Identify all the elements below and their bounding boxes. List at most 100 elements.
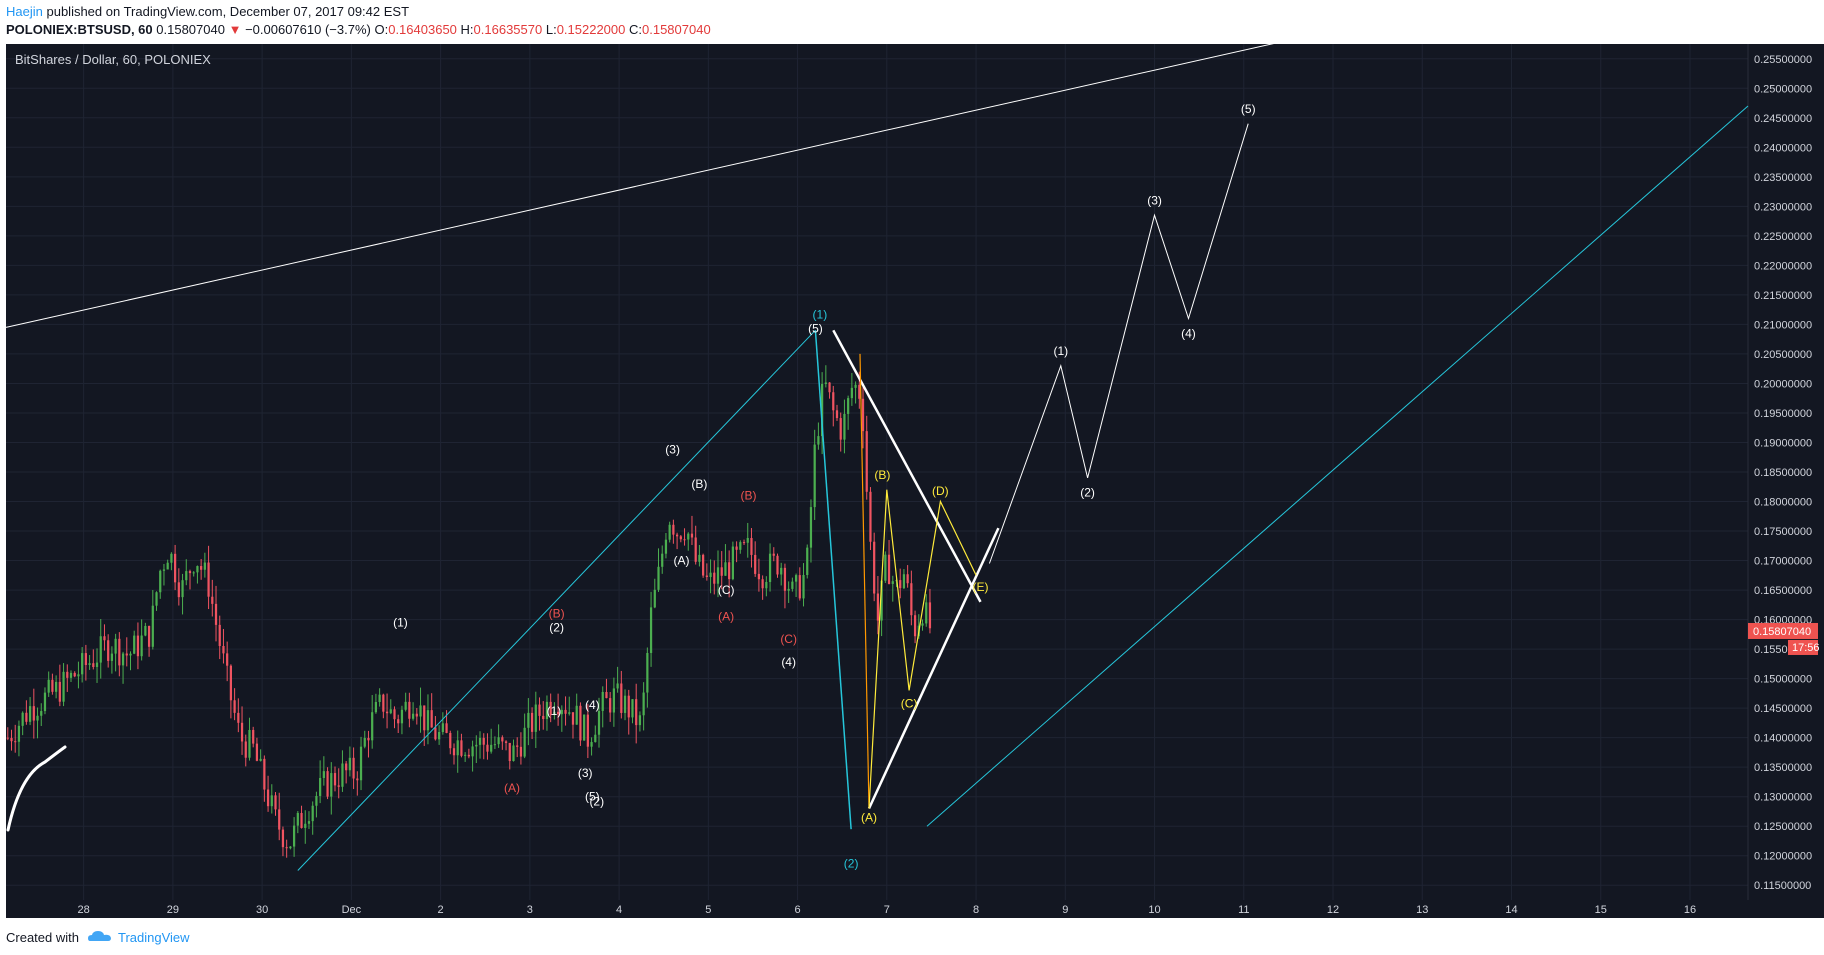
candle-body [32,706,35,721]
candle-body [107,640,110,661]
time-tick-label: 13 [1416,904,1428,916]
trendline[interactable] [988,123,1249,564]
trendline[interactable] [868,489,977,809]
candle-body [765,581,768,589]
price-chart[interactable]: 0.11500000 0.12000000 0.12500000 0.13000000… [0,0,1824,918]
candle-body [326,771,329,797]
candle-body [876,593,880,621]
candle-body [850,387,853,399]
wave-label: (3) [578,766,593,780]
candle-body [746,537,749,543]
candle-body [289,846,292,849]
candle-body [709,572,712,578]
price-tick-label: 0.24500000 [1754,113,1812,125]
candle-body [664,539,668,554]
candle-body [352,757,355,779]
trendline[interactable] [867,527,1000,810]
candle-body [642,692,645,716]
candle-body [445,723,448,733]
wave-label: (E) [973,580,989,594]
wave-label: (A) [718,610,734,624]
candle-body [835,410,839,419]
time-tick-label: 12 [1327,904,1339,916]
wave-label: (1) [1054,344,1069,358]
trendline[interactable] [926,105,1749,827]
candle-body [415,713,418,717]
candle-body [337,785,340,787]
candle-body [140,635,143,657]
tradingview-link[interactable]: TradingView [118,930,190,945]
candle-body [560,709,563,715]
wave-label: (B) [691,477,707,491]
trendline[interactable] [832,329,982,603]
candle-body [757,573,761,580]
candle-body [240,722,244,742]
price-tick-label: 0.22500000 [1754,231,1812,243]
candle-body [423,705,426,731]
candle-body [43,692,47,712]
candle-body [196,566,199,573]
time-tick-label: 16 [1684,904,1696,916]
price-change: −0.00607610 (−3.7%) [245,22,371,37]
wave-label: (B) [874,468,890,482]
candle-body [58,681,61,702]
candle-body [255,743,259,761]
candle-body [482,737,485,745]
candle-body [761,579,764,589]
time-tick-label: 14 [1505,904,1517,916]
candle-body [549,701,552,716]
high-label: H: [460,22,474,37]
author-link[interactable]: Haejin [6,4,43,19]
candle-body [486,744,489,752]
candle-body [311,805,314,822]
trendline[interactable] [5,31,1325,328]
candle-body [813,444,816,508]
trendline[interactable] [859,353,870,809]
candle-body [367,737,370,741]
candle-body [568,712,571,714]
wave-label: (B) [549,607,565,621]
candle-body [471,746,474,757]
candle-body [821,383,824,437]
time-tick-label: 4 [616,904,622,916]
trendline[interactable] [297,329,816,871]
candle-body [296,812,299,826]
price-tick-label: 0.25500000 [1754,54,1812,66]
candle-body [694,537,697,562]
candle-body [899,580,902,589]
candle-body [612,688,616,713]
time-axis[interactable] [6,900,1824,918]
trendline[interactable] [814,330,852,830]
candle-body [218,624,221,646]
candle-body [278,809,281,830]
candle-body [605,691,608,699]
candle-body [434,727,437,740]
candle-body [847,398,850,414]
time-tick-label: 28 [78,904,90,916]
candle-body [724,562,727,576]
wave-label: (4) [1181,326,1196,340]
candle-body [467,754,470,757]
candle-body [571,712,575,725]
candle-body [136,635,140,657]
chart-header: Haejin published on TradingView.com, Dec… [0,0,1824,44]
candle-body [791,581,794,589]
candle-body [21,712,24,726]
candle-body [702,554,705,576]
wave-label: (C) [901,696,918,710]
last-price: 0.15807040 [156,22,225,37]
price-tick-label: 0.14000000 [1754,733,1812,745]
price-axis[interactable] [1748,44,1824,900]
wave-label: (3) [665,443,680,457]
candle-body [575,705,578,725]
candles [6,365,932,858]
candle-body [690,533,694,538]
price-tick-label: 0.18000000 [1754,497,1812,509]
candle-body [47,679,50,693]
candle-body [787,588,790,591]
candle-body [92,663,95,667]
candle-body [683,539,686,541]
candle-body [780,567,783,575]
countdown-badge [1788,639,1818,655]
candle-body [389,709,392,714]
